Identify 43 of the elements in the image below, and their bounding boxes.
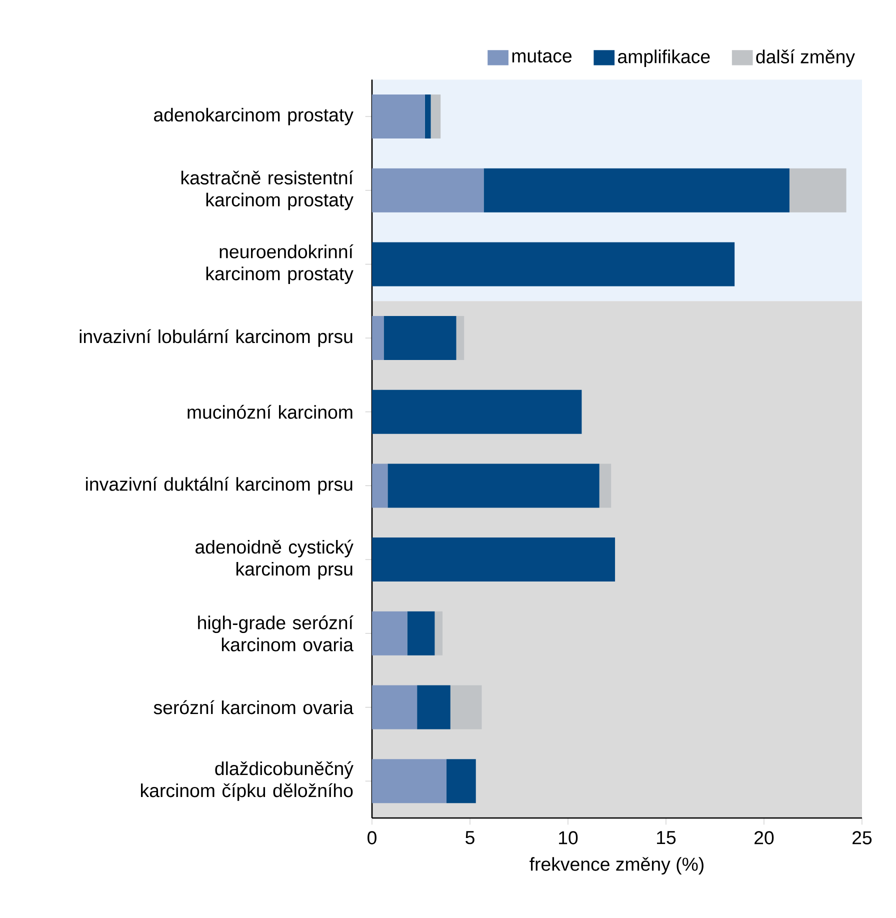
- bar: [789, 168, 846, 212]
- y-tick-label: kastračně resistentní karcinom prostaty: [181, 170, 354, 210]
- bar: [430, 94, 441, 139]
- y-tick-label: adenokarcinom prostaty: [154, 108, 354, 126]
- y-tick-label: adenoidně cystický karcinom prsu: [196, 540, 354, 580]
- x-tick-label: 5: [466, 831, 474, 844]
- x-tick-label: 0: [368, 831, 376, 844]
- bar: [372, 611, 408, 656]
- bar: [372, 242, 735, 286]
- bar: [456, 316, 464, 360]
- bar: [450, 685, 482, 730]
- y-tick-label: invazivní duktální karcinom prsu: [86, 476, 352, 495]
- bar: [384, 316, 456, 360]
- x-axis-title: frekvence změny (%): [530, 857, 704, 875]
- bar: [434, 611, 443, 656]
- bar: [372, 168, 484, 212]
- bar: [388, 464, 600, 508]
- y-tick-label: mucinózní karcinom: [188, 404, 352, 419]
- bar: [372, 759, 446, 804]
- bar: [424, 94, 431, 139]
- x-tick-label: 25: [852, 831, 872, 844]
- legend-label: další změny: [756, 49, 855, 68]
- y-tick-label: dlaždicobuněčný karcinom čípku děložního: [141, 761, 354, 801]
- legend-label: amplifikace: [618, 50, 710, 67]
- x-tick-label: 15: [657, 831, 676, 844]
- y-tick-label: invazivní lobulární karcinom prsu: [80, 329, 352, 347]
- bar: [446, 759, 476, 804]
- bar: [372, 538, 616, 582]
- y-tick-label: serózní karcinom ovaria: [154, 700, 354, 714]
- legend-label: mutace: [512, 50, 572, 63]
- bar: [372, 685, 418, 730]
- bar: [407, 611, 435, 656]
- bar: [484, 168, 790, 212]
- bar: [599, 464, 612, 508]
- bar: [372, 94, 425, 139]
- y-tick-label: high-grade serózní karcinom ovaria: [198, 615, 354, 652]
- bar: [417, 685, 450, 730]
- bar: [372, 390, 582, 434]
- bar: [372, 316, 384, 360]
- bar: [372, 464, 388, 508]
- y-tick-label: neuroendokrinní karcinom prostaty: [206, 244, 354, 284]
- x-tick-label: 10: [559, 831, 578, 844]
- x-tick-label: 20: [754, 831, 774, 844]
